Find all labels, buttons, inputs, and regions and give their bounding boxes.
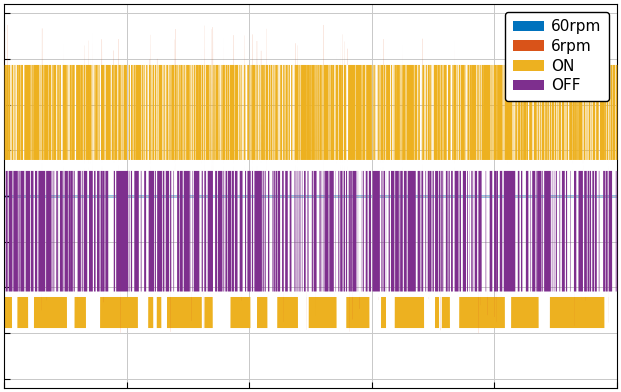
Legend: 60rpm, 6rpm, ON, OFF: 60rpm, 6rpm, ON, OFF [505,12,609,101]
